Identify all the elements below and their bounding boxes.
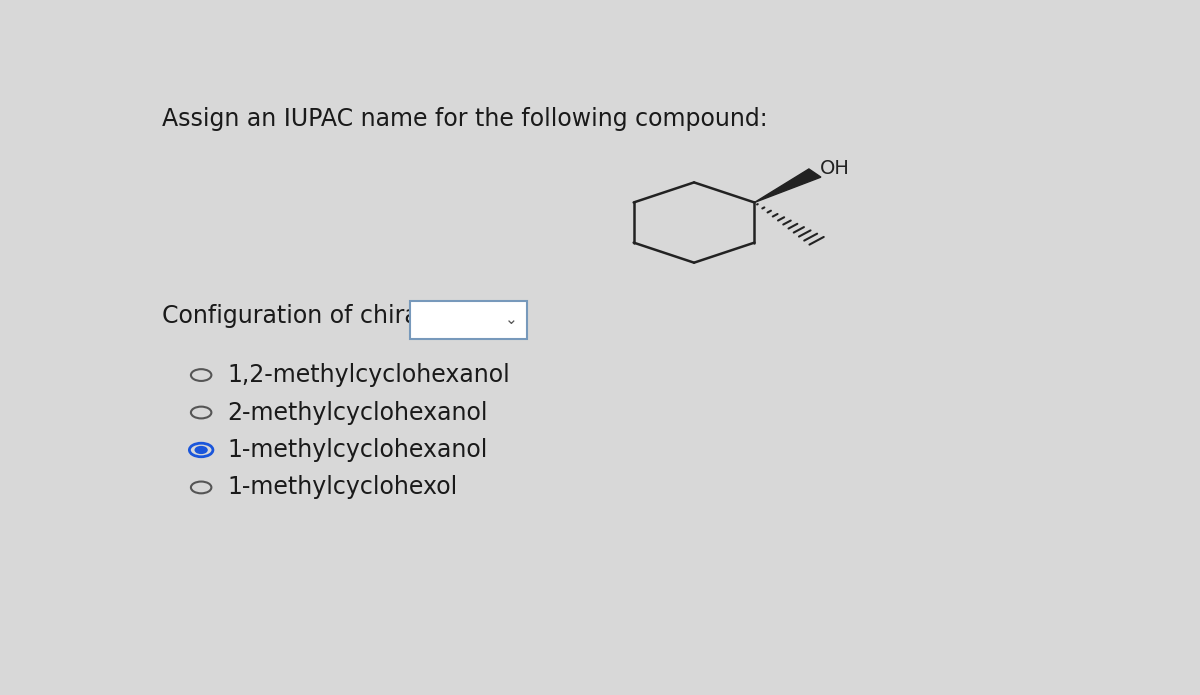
Text: 1,2-methylcyclohexanol: 1,2-methylcyclohexanol [227,363,510,387]
Text: 1-methylcyclohexanol: 1-methylcyclohexanol [227,438,487,462]
Circle shape [196,447,208,453]
Text: Configuration of chiral centers:: Configuration of chiral centers: [162,304,529,328]
Polygon shape [755,169,821,202]
Text: ⌄: ⌄ [504,313,517,327]
FancyBboxPatch shape [410,301,527,339]
Text: 1-methylcyclohexol: 1-methylcyclohexol [227,475,457,500]
Text: Assign an IUPAC name for the following compound:: Assign an IUPAC name for the following c… [162,108,768,131]
Text: 2-methylcyclohexanol: 2-methylcyclohexanol [227,400,487,425]
Text: OH: OH [820,159,850,178]
